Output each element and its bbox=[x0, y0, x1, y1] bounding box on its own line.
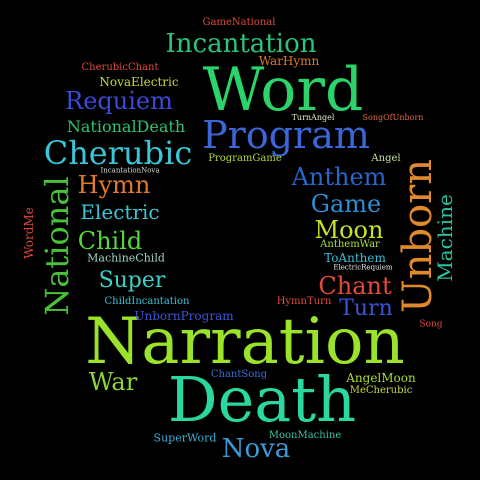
word-angel: Angel bbox=[371, 153, 401, 164]
word-game: Game bbox=[310, 190, 382, 218]
word-nationaldeath: NationalDeath bbox=[66, 117, 186, 136]
word-word: Word bbox=[202, 55, 364, 125]
word-chant: Chant bbox=[318, 272, 392, 300]
word-childincantation: ChildIncantation bbox=[104, 296, 190, 307]
word-chantsong: ChantSong bbox=[210, 369, 268, 380]
word-unborn: Unborn bbox=[395, 158, 441, 314]
word-songofunborn: SongOfUnborn bbox=[362, 113, 424, 122]
word-hymnturn: HymnTurn bbox=[276, 296, 332, 307]
word-mecherubic: MeCherubic bbox=[349, 385, 413, 396]
word-hymn: Hymn bbox=[77, 171, 151, 199]
word-death: Death bbox=[167, 363, 357, 436]
word-anthemwar: AnthemWar bbox=[320, 239, 380, 250]
word-electricrequiem: ElectricRequiem bbox=[333, 263, 393, 272]
word-machine: Machine bbox=[433, 194, 457, 282]
word-program: Program bbox=[202, 113, 370, 157]
word-child: Child bbox=[77, 227, 143, 255]
word-war: War bbox=[88, 368, 138, 396]
word-incantationnova: IncantationNova bbox=[100, 166, 160, 175]
word-moon: Moon bbox=[314, 216, 384, 244]
word-moonmachine: MoonMachine bbox=[268, 430, 342, 441]
word-song: Song bbox=[419, 319, 443, 330]
word-wordme: WordMe bbox=[22, 207, 36, 259]
word-cherubicchant: CherubicChant bbox=[81, 62, 159, 73]
word-nova: Nova bbox=[221, 434, 291, 464]
word-angelmoon: AngelMoon bbox=[346, 371, 416, 385]
word-turn: Turn bbox=[339, 296, 393, 321]
word-incantation: Incantation bbox=[165, 29, 317, 59]
word-warhymn: WarHymn bbox=[258, 54, 320, 68]
word-unbornprogram: UnbornProgram bbox=[134, 309, 234, 323]
word-super: Super bbox=[98, 268, 166, 293]
word-requiem: Requiem bbox=[65, 87, 173, 115]
word-cherubic: Cherubic bbox=[43, 134, 193, 172]
word-gamenational: GameNational bbox=[202, 17, 276, 28]
word-national: National bbox=[38, 176, 76, 316]
word-anthem: Anthem bbox=[291, 163, 387, 191]
word-superword: SuperWord bbox=[153, 431, 217, 445]
word-programgame: ProgramGame bbox=[208, 153, 282, 164]
word-turnangel: TurnAngel bbox=[291, 113, 335, 122]
word-toanthem: ToAnthem bbox=[324, 251, 386, 265]
word-electric: Electric bbox=[80, 200, 160, 224]
word-narration: Narration bbox=[85, 305, 405, 379]
word-novaelectric: NovaElectric bbox=[99, 75, 179, 89]
word-machinechild: MachineChild bbox=[87, 251, 165, 265]
